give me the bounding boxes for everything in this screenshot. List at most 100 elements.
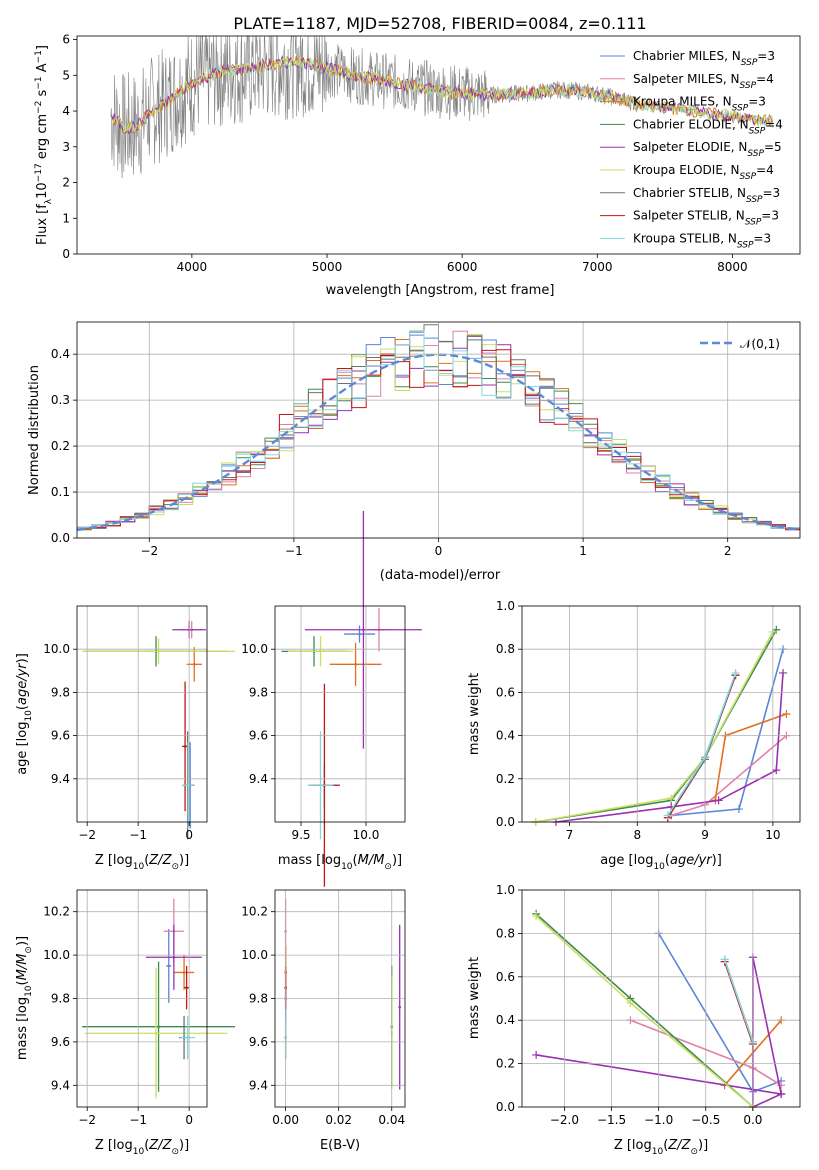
x-tick-label: −2 <box>78 1113 96 1127</box>
y-tick-label: 0.8 <box>496 926 515 940</box>
y-tick-label: 9.6 <box>51 729 70 743</box>
axes-frame <box>521 889 801 1108</box>
x-tick-label: 0.0 <box>743 1113 762 1127</box>
y-tick-label: 0.3 <box>51 393 70 407</box>
x-axis-label: Z [log10(Z/Z⊙)] <box>95 1138 189 1157</box>
x-axis-label: (data-model)/error <box>380 568 501 583</box>
x-tick-label: 0 <box>185 828 193 842</box>
mass-weight-marker <box>734 805 743 814</box>
y-tick-label: 4 <box>62 104 70 118</box>
errorbar-point <box>167 964 171 968</box>
errorbar-point <box>398 1005 401 1009</box>
y-axis-label: Normed distribution <box>27 365 42 495</box>
y-tick-label: 9.8 <box>51 992 70 1006</box>
y-tick-label: 9.8 <box>249 685 268 699</box>
y-tick-label: 9.8 <box>249 992 268 1006</box>
x-axis-label: age [log10(age/yr)] <box>600 853 722 872</box>
x-tick-label: −1.0 <box>644 1113 673 1127</box>
x-tick-label: 7 <box>566 828 574 842</box>
y-tick-label: 0.6 <box>496 970 515 984</box>
y-tick-label: 5 <box>62 68 70 82</box>
y-tick-label: 0.0 <box>496 815 515 829</box>
axes-frame <box>274 605 406 823</box>
y-axis-label: mass weight <box>467 673 482 755</box>
errorbar-point <box>185 986 188 989</box>
y-tick-label: 0.4 <box>496 729 515 743</box>
errorbar-point <box>172 955 176 959</box>
errorbar-point <box>157 1025 160 1029</box>
y-tick-label: 6 <box>62 33 70 47</box>
x-tick-label: 0 <box>435 544 443 558</box>
axes-frame <box>521 605 801 823</box>
x-tick-label: −2 <box>140 544 158 558</box>
errorbar-point <box>319 783 322 787</box>
mass-weight-marker <box>720 955 729 964</box>
axes-frame <box>76 889 208 1108</box>
y-tick-label: 10.0 <box>241 642 268 656</box>
x-tick-label: −1.5 <box>597 1113 626 1127</box>
y-tick-label: 9.8 <box>51 685 70 699</box>
y-tick-label: 0.0 <box>51 531 70 545</box>
errorbar-point <box>157 650 160 653</box>
x-tick-label: −0.5 <box>691 1113 720 1127</box>
y-tick-label: 0.0 <box>496 1100 515 1114</box>
mass-weight-line <box>535 913 754 1108</box>
x-tick-label: 1 <box>579 544 587 558</box>
y-axis-label: mass [log10(M/M⊙)] <box>15 936 34 1060</box>
y-tick-label: 0.2 <box>51 439 70 453</box>
x-tick-label: 8000 <box>717 260 748 274</box>
mass-weight-marker <box>772 766 781 775</box>
legend-entry: Salpeter MILES, NSSP=4 <box>633 72 774 91</box>
errorbar-point <box>319 650 322 653</box>
legend-entry: Chabrier STELIB, NSSP=3 <box>633 186 780 205</box>
errorbar-point <box>183 745 187 748</box>
x-tick-label: 0.02 <box>325 1113 352 1127</box>
errorbar-point <box>354 663 357 666</box>
y-tick-label: 0.8 <box>496 642 515 656</box>
x-tick-label: 0.04 <box>378 1113 405 1127</box>
legend-entry: Kroupa ELODIE, NSSP=4 <box>633 163 774 182</box>
x-tick-label: 6000 <box>447 260 478 274</box>
x-axis-label: wavelength [Angstrom, rest frame] <box>326 283 555 298</box>
mass-weight-marker <box>626 998 635 1007</box>
y-tick-label: 10.0 <box>241 948 268 962</box>
y-tick-label: 9.4 <box>249 1078 268 1092</box>
legend-entry: Kroupa MILES, NSSP=3 <box>633 95 766 114</box>
mass-weight-marker <box>782 710 791 718</box>
x-tick-label: 5000 <box>312 260 343 274</box>
y-tick-label: 9.4 <box>249 772 268 786</box>
mass-weight-marker <box>731 668 740 677</box>
legend-entry: Chabrier ELODIE, NSSP=4 <box>633 117 783 136</box>
legend-entry: Salpeter STELIB, NSSP=3 <box>633 209 779 228</box>
spectrum-model-line <box>111 55 774 134</box>
mass-weight-line <box>670 734 787 817</box>
y-tick-label: 0.1 <box>51 485 70 499</box>
x-tick-label: 8 <box>633 828 641 842</box>
mass-weight-line <box>535 629 777 823</box>
y-tick-label: 9.4 <box>51 772 70 786</box>
y-axis-label: Flux [fλ10−17 erg cm−2 s−1 A−1] <box>34 45 54 245</box>
mass-weight-marker <box>779 668 788 677</box>
x-axis-label: E(B-V) <box>320 1138 360 1153</box>
y-tick-label: 0 <box>62 247 70 261</box>
x-tick-label: 10.0 <box>353 828 380 842</box>
x-tick-label: −1 <box>129 828 147 842</box>
y-tick-label: 0.2 <box>496 772 515 786</box>
mass-weight-marker <box>777 1081 786 1090</box>
mass-weight-marker <box>663 811 672 820</box>
errorbar-point <box>362 628 365 632</box>
legend-entry: Kroupa STELIB, NSSP=3 <box>633 231 771 250</box>
y-tick-label: 1 <box>62 211 70 225</box>
x-tick-label: −1 <box>129 1113 147 1127</box>
x-tick-label: −2.0 <box>550 1113 579 1127</box>
y-tick-label: 9.6 <box>249 1035 268 1049</box>
errorbar-point <box>182 971 186 974</box>
x-tick-label: 2 <box>724 544 732 558</box>
y-tick-label: 1.0 <box>496 599 515 613</box>
y-tick-label: 2 <box>62 176 70 190</box>
x-tick-label: 4000 <box>177 260 208 274</box>
axes-frame <box>274 889 406 1108</box>
y-tick-label: 10.2 <box>241 905 268 919</box>
